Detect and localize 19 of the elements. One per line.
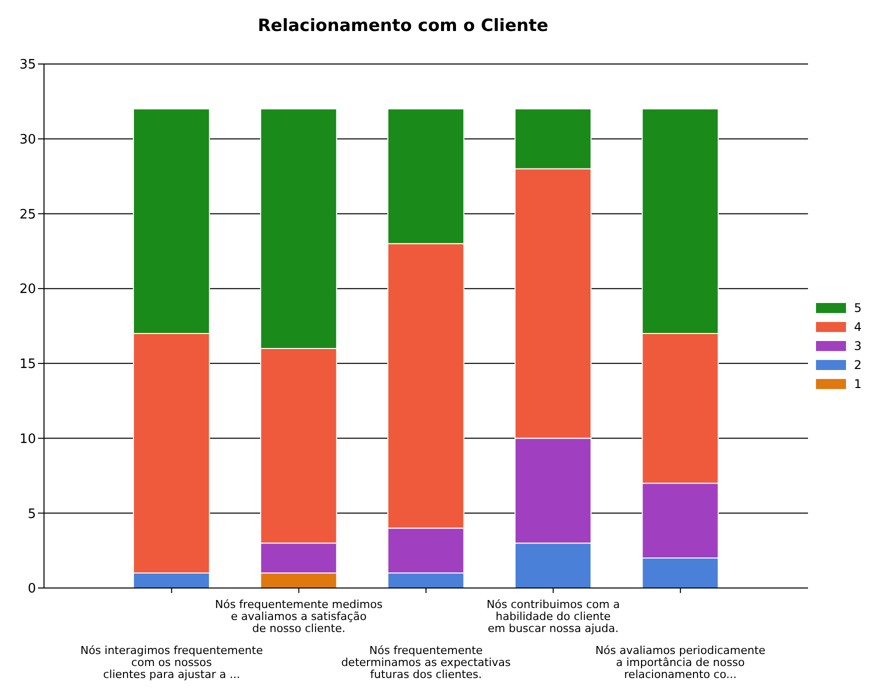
x-tick-label: Nós avaliamos periodicamente a importância de nosso relacionamento co... <box>595 644 766 681</box>
legend-label: 3 <box>854 338 862 352</box>
y-tick-label: 25 <box>19 207 36 222</box>
y-tick-label: 30 <box>19 132 36 148</box>
x-tick-label: Nós interagimos frequentemente com os nossos clientes para ajustar a ... <box>80 644 264 681</box>
legend-label: 2 <box>854 358 862 372</box>
legend-label: 1 <box>854 376 862 390</box>
y-tick-label: 35 <box>19 58 36 73</box>
chart-title: Relacionamento com o Cliente <box>256 16 550 36</box>
legend-label: 4 <box>854 320 862 334</box>
y-tick-label: 15 <box>19 357 36 372</box>
x-tick-label: Nós frequentemente medimos e avaliamos a satisfação de nosso cliente. <box>214 598 383 635</box>
y-tick-label: 5 <box>28 506 36 522</box>
y-tick-label: 10 <box>19 432 36 447</box>
y-tick-label: 20 <box>19 282 36 298</box>
legend-label: 5 <box>854 300 862 314</box>
x-tick-label: Nós frequentemente determinamos as expectativas futuras dos clientes. <box>341 644 512 681</box>
x-tick-label: Nós contribuimos com a habilidade do cliente em buscar nossa ajuda. <box>486 598 620 635</box>
y-tick-label: 0 <box>28 582 36 597</box>
